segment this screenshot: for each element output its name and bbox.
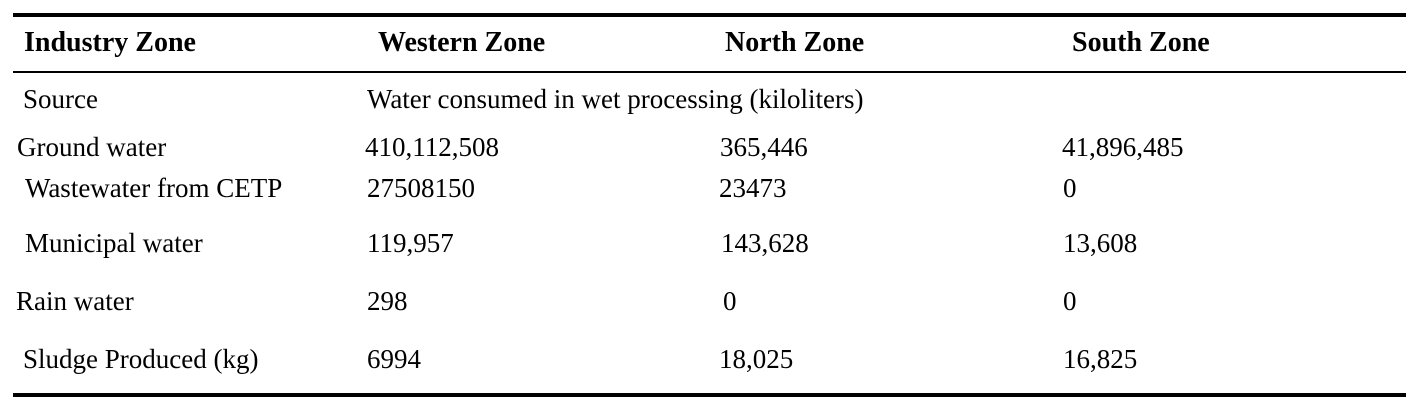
header-bottom-rule xyxy=(13,70,1406,73)
cell-value: 41,896,485 xyxy=(1062,132,1184,162)
cell-value: 23473 xyxy=(719,173,787,203)
cell-value: 143,628 xyxy=(721,228,809,258)
row-label: Ground water xyxy=(17,132,167,162)
source-span-text: Water consumed in wet processing (kiloli… xyxy=(367,84,864,114)
row-label: Source xyxy=(23,84,98,114)
row-label: Rain water xyxy=(16,286,134,316)
column-header-north-zone: North Zone xyxy=(725,27,865,58)
cell-value: 27508150 xyxy=(367,173,475,203)
cell-value: 365,446 xyxy=(720,132,808,162)
row-label: Sludge Produced (kg) xyxy=(23,344,259,374)
cell-value: 298 xyxy=(367,286,408,316)
column-header-western-zone: Western Zone xyxy=(378,27,546,58)
cell-value: 410,112,508 xyxy=(365,132,499,162)
cell-value: 6994 xyxy=(367,344,421,374)
row-label: Municipal water xyxy=(25,228,203,258)
table-bottom-rule xyxy=(13,393,1406,397)
cell-value: 13,608 xyxy=(1063,228,1138,258)
column-header-south-zone: South Zone xyxy=(1072,27,1210,58)
row-label: Wastewater from CETP xyxy=(25,173,283,203)
table-top-rule xyxy=(13,13,1406,17)
column-header-industry-zone: Industry Zone xyxy=(24,27,196,58)
cell-value: 0 xyxy=(1063,173,1077,203)
cell-value: 16,825 xyxy=(1063,344,1138,374)
cell-value: 0 xyxy=(1063,286,1077,316)
cell-value: 18,025 xyxy=(719,344,794,374)
cell-value: 0 xyxy=(723,286,737,316)
cell-value: 119,957 xyxy=(367,228,454,258)
